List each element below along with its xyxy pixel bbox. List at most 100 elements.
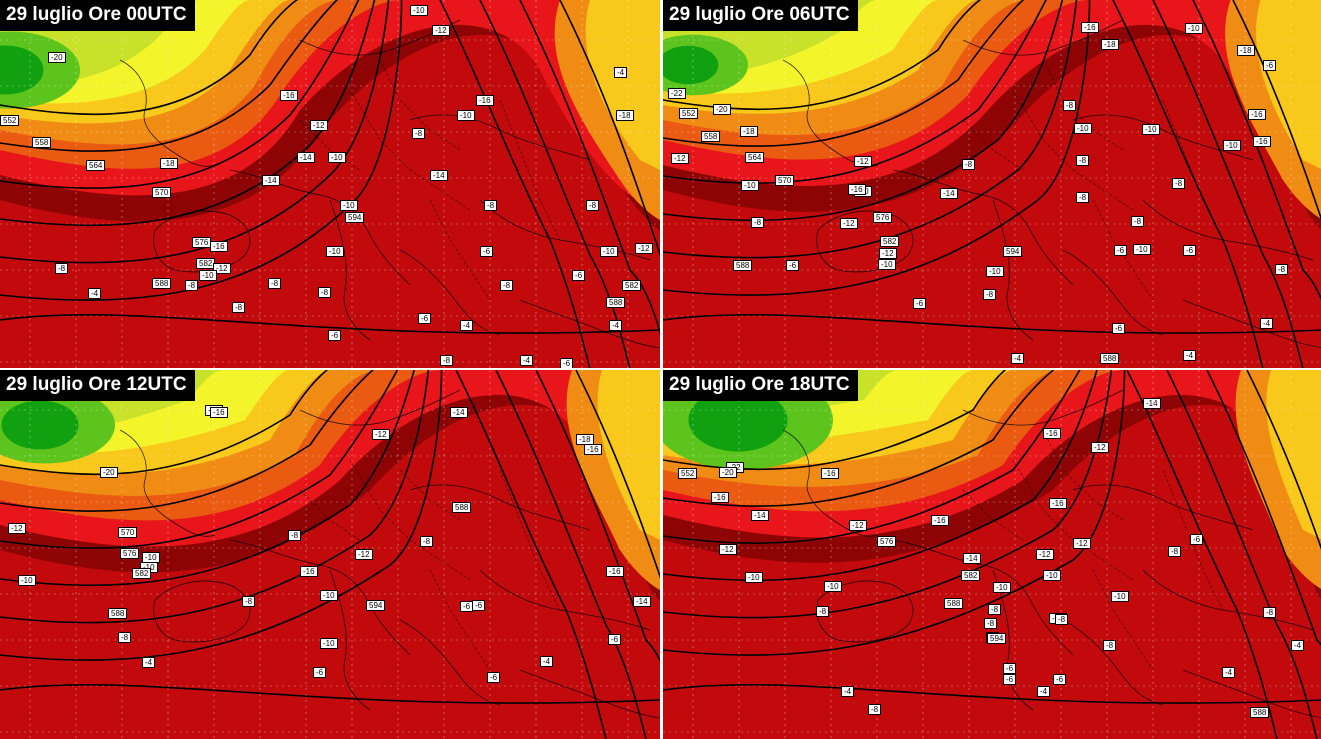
contour-label: -12 — [432, 25, 450, 36]
contour-label: -6 — [1112, 323, 1126, 334]
country-border — [1012, 89, 1134, 211]
contour-label: -12 — [1073, 538, 1091, 549]
contour-label: -4 — [520, 355, 534, 366]
contour-label: 588 — [452, 502, 472, 513]
country-border — [299, 489, 361, 541]
coastline — [399, 619, 501, 706]
temperature-band — [1266, 370, 1321, 539]
contour-label: -4 — [1183, 350, 1197, 361]
geopotential-isoline — [663, 0, 1091, 296]
temperature-field-map — [663, 0, 1321, 369]
contour-label: -16 — [711, 492, 729, 503]
country-border — [1162, 469, 1224, 611]
coastline — [992, 569, 1034, 711]
contour-label: -6 — [608, 634, 622, 645]
contour-label: -10 — [320, 638, 338, 649]
contour-label: -16 — [584, 444, 602, 455]
contour-label: -6 — [572, 270, 586, 281]
geopotential-isoline — [1112, 0, 1264, 369]
country-border — [299, 119, 361, 171]
country-border — [429, 569, 491, 671]
contour-label: -4 — [88, 288, 102, 299]
coastline — [519, 299, 660, 349]
cold-pool-core — [663, 45, 719, 85]
contour-label: 588 — [1100, 353, 1120, 364]
contour-label: -16 — [210, 407, 228, 418]
contour-label: 576 — [120, 548, 140, 559]
geopotential-isoline — [0, 0, 299, 116]
contour-label: -10 — [993, 582, 1011, 593]
contour-label: -12 — [1091, 442, 1109, 453]
map-panel-18utc: 552-22-20-16-16-14-12-10-12576-16-14-12-… — [663, 370, 1321, 739]
contour-label: -12 — [849, 520, 867, 531]
contour-label: -4 — [1037, 686, 1051, 697]
contour-label: -8 — [118, 632, 132, 643]
contour-label: -20 — [48, 52, 66, 63]
contour-label: 576 — [192, 237, 212, 248]
geopotential-isoline — [663, 370, 1126, 656]
contour-label: -8 — [268, 278, 282, 289]
contour-label: -12 — [635, 243, 653, 254]
contour-label: -4 — [142, 657, 156, 668]
contour-label: 594 — [345, 212, 365, 223]
contour-label: -16 — [1253, 136, 1271, 147]
contour-label: 564 — [86, 160, 106, 171]
contour-label: -6 — [328, 330, 342, 341]
temperature-band — [597, 370, 660, 540]
contour-label: 570 — [152, 187, 172, 198]
temperature-field-map — [663, 370, 1321, 739]
contour-label: -10 — [320, 590, 338, 601]
contour-label: -8 — [232, 302, 246, 313]
temperature-field-map — [0, 370, 660, 739]
contour-label: -14 — [963, 553, 981, 564]
cold-pool-core — [1, 400, 79, 450]
contour-label: -20 — [100, 467, 118, 478]
contour-label: 570 — [775, 175, 795, 186]
contour-label: -4 — [609, 320, 623, 331]
contour-label: -8 — [983, 289, 997, 300]
geopotential-isoline — [663, 0, 1078, 259]
geopotential-isoline — [663, 370, 1113, 619]
contour-label: 576 — [873, 212, 893, 223]
geopotential-isoline — [663, 313, 1321, 334]
country-border — [1042, 429, 1124, 521]
contour-label: 588 — [108, 608, 128, 619]
contour-label: -6 — [313, 667, 327, 678]
contour-label: -14 — [633, 596, 651, 607]
contour-label: -8 — [1076, 155, 1090, 166]
contour-label: 588 — [606, 297, 626, 308]
contour-label: -6 — [1114, 245, 1128, 256]
contour-label: -16 — [1081, 22, 1099, 33]
cold-pool-core — [0, 45, 44, 95]
contour-label: -10 — [986, 266, 1004, 277]
country-border — [349, 89, 471, 211]
contour-label: -4 — [841, 686, 855, 697]
contour-label: -8 — [1275, 264, 1289, 275]
contour-label: -8 — [984, 618, 998, 629]
coastline — [1182, 669, 1321, 719]
contour-label: -16 — [280, 90, 298, 101]
contour-label: -12 — [310, 120, 328, 131]
contour-label: -18 — [1237, 45, 1255, 56]
geopotential-isoline — [455, 370, 607, 739]
contour-label: -10 — [1223, 140, 1241, 151]
contour-label: -12 — [372, 429, 390, 440]
contour-label: -12 — [1036, 549, 1054, 560]
contour-label: 588 — [944, 598, 964, 609]
coastline — [816, 210, 914, 273]
contour-label: -14 — [450, 407, 468, 418]
geopotential-isoline — [575, 370, 660, 579]
contour-label: -20 — [713, 104, 731, 115]
contour-label: -8 — [242, 596, 256, 607]
contour-label: -12 — [719, 544, 737, 555]
geopotential-isoline — [0, 370, 443, 661]
contour-label: -4 — [540, 656, 554, 667]
contour-label: -8 — [1263, 607, 1277, 618]
contour-label: -6 — [472, 600, 486, 611]
country-border — [429, 199, 491, 301]
contour-label: -6 — [418, 313, 432, 324]
contour-label: 582 — [132, 568, 152, 579]
coastline — [962, 389, 1124, 426]
map-panel-12utc: -18 -20 -16 -16 -12 570 -10 576 -10 582 -8 -8 588 -6 -… — [0, 370, 660, 739]
contour-label: -8 — [962, 159, 976, 170]
